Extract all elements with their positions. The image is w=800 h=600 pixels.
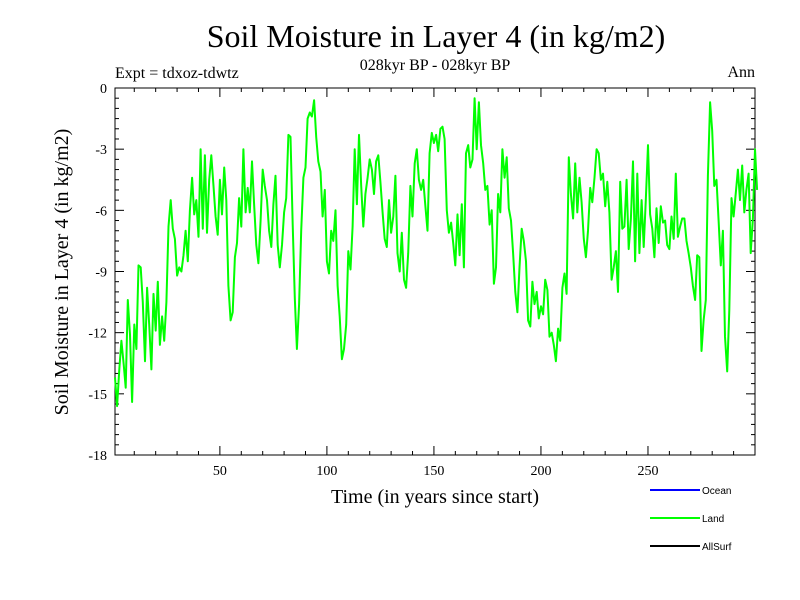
y-tick-label: -9 xyxy=(95,266,107,281)
y-tick-label: -3 xyxy=(95,143,107,158)
y-tick-label: -18 xyxy=(88,449,107,464)
legend: Ocean Land AllSurf xyxy=(650,486,732,553)
x-tick-label: 200 xyxy=(530,464,551,479)
y-tick-label: -15 xyxy=(88,388,107,403)
season-label: Ann xyxy=(727,64,755,81)
plot-frame xyxy=(114,87,756,456)
x-tick-label: 250 xyxy=(637,464,658,479)
series-line-land xyxy=(114,97,759,408)
y-axis-label: Soil Moisture in Layer 4 (in kg/m2) xyxy=(51,129,73,416)
legend-label-allsurf: AllSurf xyxy=(702,542,732,553)
x-axis-label: Time (in years since start) xyxy=(331,486,539,508)
chart-title: Soil Moisture in Layer 4 (in kg/m2) xyxy=(207,18,666,54)
experiment-label: Expt = tdxoz-tdwtz xyxy=(115,65,239,82)
y-tick-label: -12 xyxy=(88,327,107,342)
legend-label-ocean: Ocean xyxy=(702,486,731,497)
y-axis: 0 -3 -6 -9 -12 -15 -18 xyxy=(88,82,755,464)
legend-label-land: Land xyxy=(702,514,724,525)
x-tick-label: 150 xyxy=(423,464,444,479)
x-tick-label: 50 xyxy=(213,464,227,479)
chart-subtitle: 028kyr BP - 028kyr BP xyxy=(360,57,511,74)
y-tick-label: -6 xyxy=(95,204,107,219)
x-tick-label: 100 xyxy=(316,464,337,479)
x-axis: 50 100 150 200 250 xyxy=(133,88,756,479)
y-tick-label: 0 xyxy=(100,82,107,97)
